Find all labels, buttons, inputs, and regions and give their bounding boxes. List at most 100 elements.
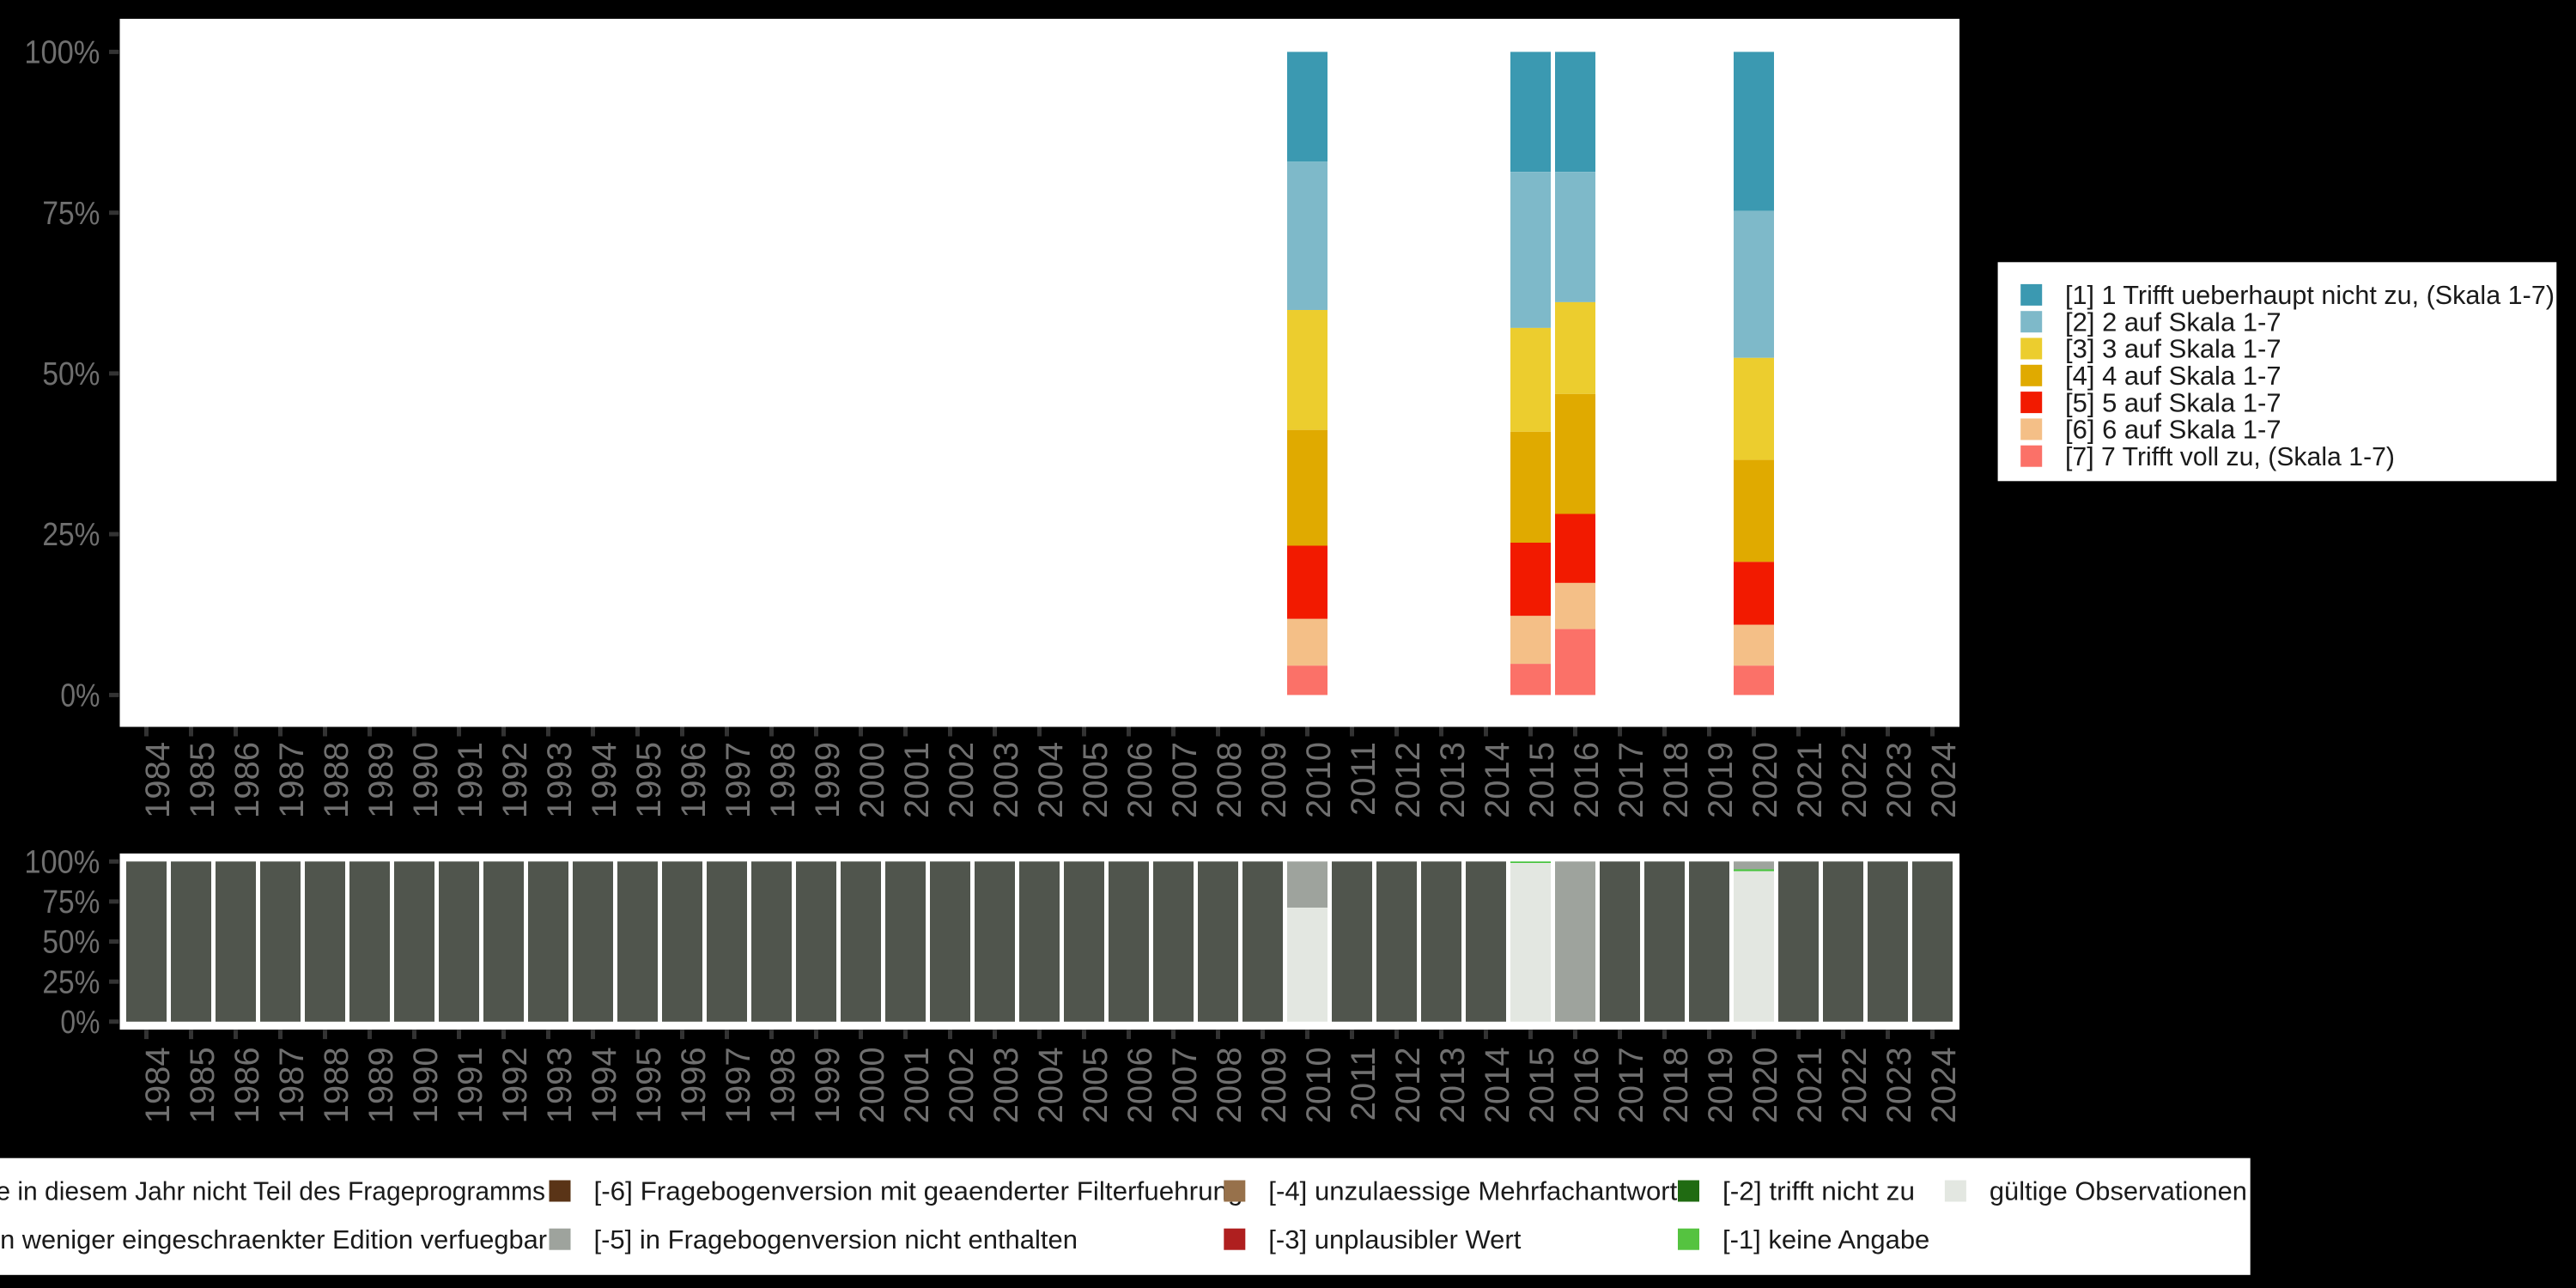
- svg-text:2007: 2007: [1166, 1047, 1204, 1123]
- svg-text:100%: 100%: [24, 35, 100, 71]
- svg-text:1986: 1986: [228, 1047, 266, 1123]
- svg-text:2019: 2019: [1702, 1047, 1740, 1123]
- svg-text:1992: 1992: [496, 742, 534, 818]
- svg-text:2024: 2024: [1925, 742, 1963, 818]
- svg-text:2001: 2001: [898, 742, 936, 818]
- svg-text:1987: 1987: [273, 1047, 311, 1123]
- svg-text:2020: 2020: [1747, 742, 1784, 818]
- svg-text:[-1] keine Angabe: [-1] keine Angabe: [1722, 1224, 1929, 1255]
- svg-text:25%: 25%: [42, 964, 100, 1000]
- svg-text:1999: 1999: [809, 1047, 847, 1123]
- svg-text:1990: 1990: [407, 1047, 445, 1123]
- svg-text:2009: 2009: [1255, 742, 1293, 818]
- svg-text:[-8] Frage in diesem Jahr nich: [-8] Frage in diesem Jahr nicht Teil des…: [0, 1176, 545, 1206]
- svg-text:2003: 2003: [987, 1047, 1025, 1123]
- svg-text:2021: 2021: [1791, 742, 1829, 818]
- svg-text:[7] 7 Trifft voll zu, (Skala 1: [7] 7 Trifft voll zu, (Skala 1-7): [2065, 441, 2395, 471]
- svg-text:1985: 1985: [184, 742, 222, 818]
- svg-text:1997: 1997: [720, 1047, 757, 1123]
- svg-text:[2] 2 auf Skala 1-7: [2] 2 auf Skala 1-7: [2065, 307, 2281, 337]
- svg-text:1991: 1991: [452, 742, 489, 818]
- svg-text:2021: 2021: [1791, 1047, 1829, 1123]
- svg-text:2016: 2016: [1568, 1047, 1606, 1123]
- svg-text:2012: 2012: [1389, 742, 1427, 818]
- svg-text:1989: 1989: [362, 1047, 400, 1123]
- svg-text:2018: 2018: [1657, 1047, 1695, 1123]
- svg-text:100%: 100%: [24, 844, 100, 880]
- svg-text:2023: 2023: [1880, 742, 1918, 818]
- svg-text:75%: 75%: [42, 884, 100, 920]
- svg-text:1988: 1988: [318, 1047, 355, 1123]
- svg-text:1999: 1999: [809, 742, 847, 818]
- svg-text:1992: 1992: [496, 1047, 534, 1123]
- svg-text:1995: 1995: [630, 1047, 668, 1123]
- svg-text:0%: 0%: [60, 1005, 100, 1041]
- svg-text:[-3] unplausibler Wert: [-3] unplausibler Wert: [1268, 1224, 1521, 1255]
- svg-text:1987: 1987: [273, 742, 311, 818]
- svg-text:1998: 1998: [764, 1047, 802, 1123]
- svg-text:[4] 4 auf Skala 1-7: [4] 4 auf Skala 1-7: [2065, 361, 2281, 391]
- svg-text:2015: 2015: [1523, 742, 1561, 818]
- svg-text:2001: 2001: [898, 1047, 936, 1123]
- svg-text:1997: 1997: [720, 742, 757, 818]
- svg-text:2004: 2004: [1032, 742, 1070, 818]
- svg-text:2003: 2003: [987, 742, 1025, 818]
- svg-text:2006: 2006: [1121, 742, 1159, 818]
- svg-text:2016: 2016: [1568, 742, 1606, 818]
- svg-text:[1] 1 Trifft ueberhaupt nicht: [1] 1 Trifft ueberhaupt nicht zu, (Skala…: [2065, 280, 2555, 310]
- svg-text:1985: 1985: [184, 1047, 222, 1123]
- svg-text:2019: 2019: [1702, 742, 1740, 818]
- svg-text:1984: 1984: [139, 742, 177, 818]
- svg-text:2022: 2022: [1836, 742, 1874, 818]
- svg-text:2000: 2000: [854, 1047, 891, 1123]
- svg-text:[-2] trifft nicht zu: [-2] trifft nicht zu: [1722, 1176, 1915, 1206]
- svg-text:2002: 2002: [943, 1047, 981, 1123]
- svg-text:gültige Observationen: gültige Observationen: [1990, 1176, 2247, 1206]
- svg-text:2008: 2008: [1211, 742, 1249, 818]
- svg-text:1988: 1988: [318, 742, 355, 818]
- svg-text:0%: 0%: [60, 678, 100, 714]
- svg-text:[5] 5 auf Skala 1-7: [5] 5 auf Skala 1-7: [2065, 387, 2281, 417]
- svg-text:2009: 2009: [1255, 1047, 1293, 1123]
- svg-text:50%: 50%: [42, 356, 100, 392]
- svg-text:1996: 1996: [675, 1047, 713, 1123]
- svg-text:1986: 1986: [228, 742, 266, 818]
- svg-text:2000: 2000: [854, 742, 891, 818]
- svg-text:[-6] Fragebogenversion mit gea: [-6] Fragebogenversion mit geaenderter F…: [594, 1176, 1243, 1206]
- svg-text:2020: 2020: [1747, 1047, 1784, 1123]
- svg-text:2014: 2014: [1479, 742, 1516, 818]
- svg-text:2010: 2010: [1300, 742, 1338, 818]
- svg-text:1993: 1993: [541, 742, 579, 818]
- svg-text:2011: 2011: [1345, 1047, 1382, 1121]
- svg-text:2005: 2005: [1077, 1047, 1115, 1123]
- svg-text:2010: 2010: [1300, 1047, 1338, 1123]
- svg-text:2017: 2017: [1613, 1047, 1650, 1123]
- svg-text:1998: 1998: [764, 742, 802, 818]
- svg-text:2013: 2013: [1434, 1047, 1472, 1123]
- svg-text:1994: 1994: [586, 1047, 623, 1123]
- svg-text:2023: 2023: [1880, 1047, 1918, 1123]
- svg-text:[-5] in Fragebogenversion nich: [-5] in Fragebogenversion nicht enthalte…: [594, 1224, 1078, 1255]
- svg-text:1989: 1989: [362, 742, 400, 818]
- svg-text:2012: 2012: [1389, 1047, 1427, 1123]
- svg-text:2013: 2013: [1434, 742, 1472, 818]
- svg-text:2011: 2011: [1345, 742, 1382, 816]
- svg-text:2002: 2002: [943, 742, 981, 818]
- svg-text:2022: 2022: [1836, 1047, 1874, 1123]
- svg-text:1994: 1994: [586, 742, 623, 818]
- svg-text:25%: 25%: [42, 517, 100, 553]
- svg-text:2018: 2018: [1657, 742, 1695, 818]
- svg-text:[3] 3 auf Skala 1-7: [3] 3 auf Skala 1-7: [2065, 334, 2281, 364]
- svg-text:2005: 2005: [1077, 742, 1115, 818]
- svg-text:2007: 2007: [1166, 742, 1204, 818]
- svg-text:2024: 2024: [1925, 1047, 1963, 1123]
- svg-text:1984: 1984: [139, 1047, 177, 1123]
- svg-text:1990: 1990: [407, 742, 445, 818]
- svg-text:1995: 1995: [630, 742, 668, 818]
- svg-text:[-4] unzulaessige Mehrfachantw: [-4] unzulaessige Mehrfachantwort: [1268, 1176, 1677, 1206]
- svg-text:2006: 2006: [1121, 1047, 1159, 1123]
- svg-text:2017: 2017: [1613, 742, 1650, 818]
- svg-text:50%: 50%: [42, 925, 100, 961]
- svg-text:2015: 2015: [1523, 1047, 1561, 1123]
- svg-text:2004: 2004: [1032, 1047, 1070, 1123]
